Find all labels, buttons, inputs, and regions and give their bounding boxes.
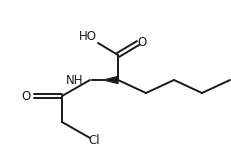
- Text: O: O: [21, 89, 31, 102]
- Text: NH: NH: [66, 73, 83, 86]
- Text: Cl: Cl: [88, 133, 100, 146]
- Text: HO: HO: [79, 31, 97, 44]
- Text: O: O: [137, 35, 147, 49]
- Polygon shape: [104, 77, 118, 84]
